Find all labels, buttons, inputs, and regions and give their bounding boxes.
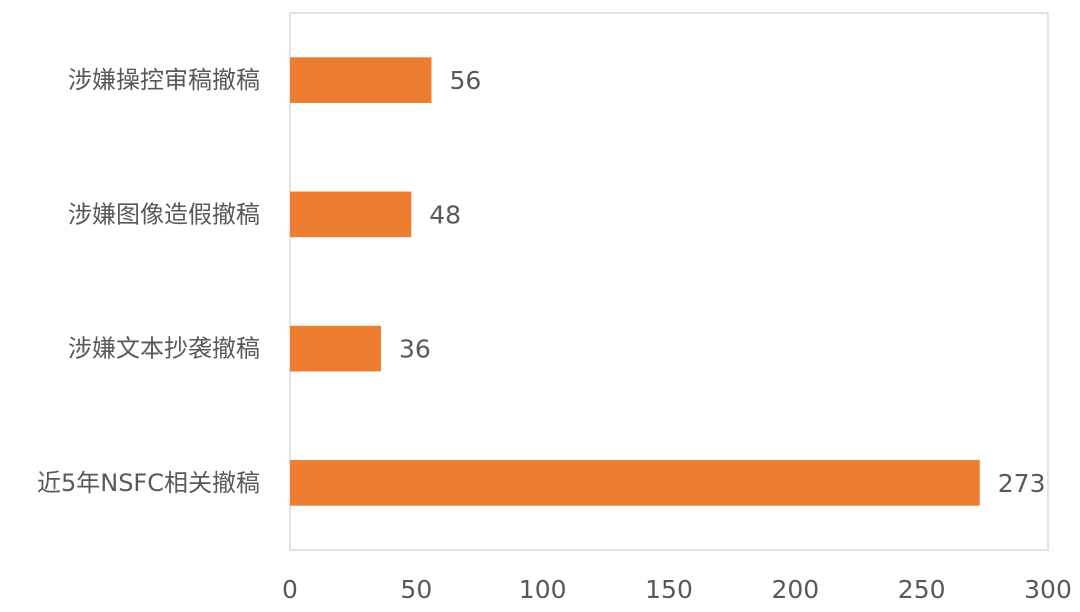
- value-label: 36: [399, 335, 431, 364]
- y-tick-label: 涉嫌文本抄袭撤稿: [68, 335, 260, 363]
- bar: [290, 57, 432, 103]
- plot-border: [289, 12, 1049, 551]
- bar: [290, 325, 381, 372]
- x-tick-label: 300: [1024, 575, 1072, 604]
- x-tick-label: 100: [519, 575, 567, 604]
- x-tick-label: 0: [282, 575, 298, 604]
- x-tick-label: 150: [645, 575, 693, 604]
- value-label: 48: [429, 200, 461, 229]
- x-tick-label: 200: [771, 575, 819, 604]
- value-label: 56: [449, 66, 481, 95]
- value-label: 273: [998, 469, 1046, 498]
- y-tick-label: 涉嫌操控审稿撤稿: [68, 66, 260, 94]
- bar: [290, 191, 412, 238]
- bar: [290, 460, 980, 506]
- x-tick-label: 50: [400, 575, 432, 604]
- y-tick-label: 近5年NSFC相关撤稿: [37, 469, 260, 497]
- y-tick-label: 涉嫌图像造假撤稿: [68, 200, 260, 228]
- x-tick-label: 250: [898, 575, 946, 604]
